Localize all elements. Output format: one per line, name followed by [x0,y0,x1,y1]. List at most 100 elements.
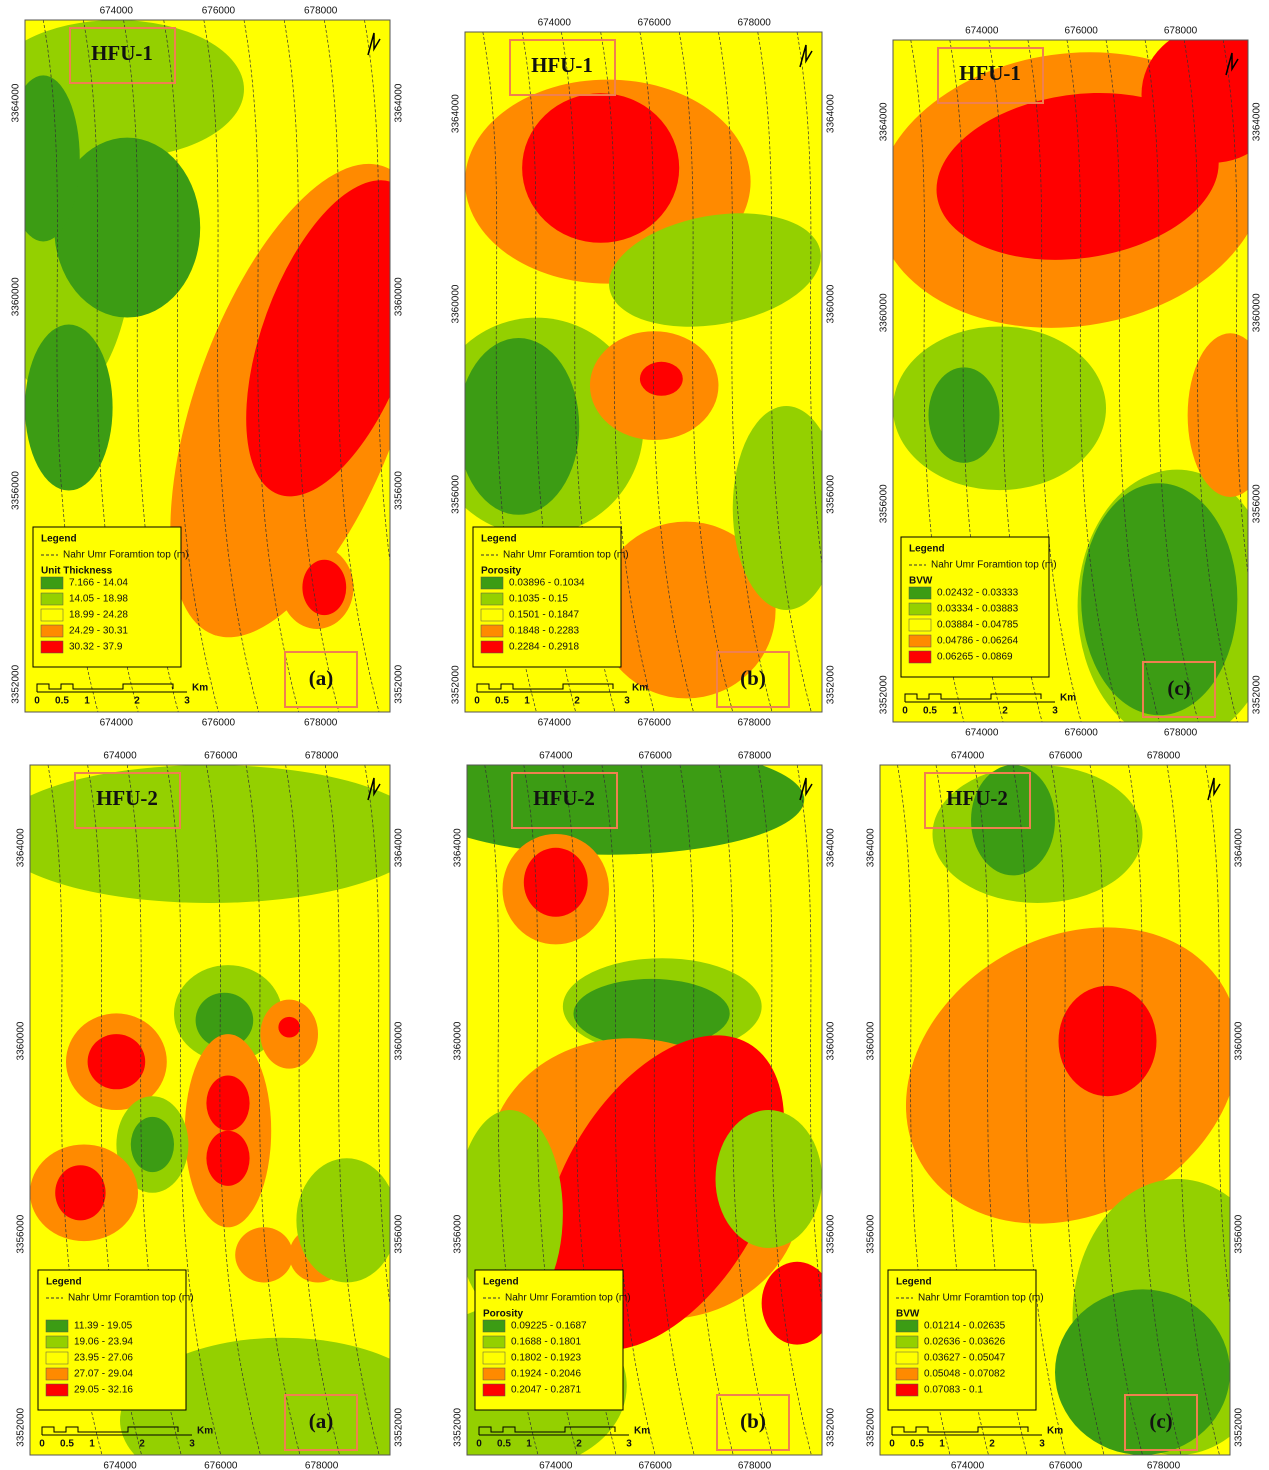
class-zone [88,1034,146,1089]
legend-swatch [896,1320,918,1332]
legend-class-label: 0.1848 - 0.2283 [509,626,579,637]
legend-swatch [909,587,931,599]
legend-swatch [46,1320,68,1332]
legend-contour-label: Nahr Umr Foramtion top (m) [503,550,629,561]
legend-swatch [483,1352,505,1364]
x-coordinate: 678000 [304,718,338,729]
scale-unit: Km [192,683,208,694]
y-coordinate: 3360000 [866,1021,877,1060]
class-zone [522,93,679,243]
scale-unit: Km [1047,1426,1063,1437]
legend-swatch [41,609,63,621]
y-coordinate: 3356000 [826,1214,837,1253]
scale-label: 1 [84,696,90,707]
legend-class-label: 0.06265 - 0.0869 [937,652,1013,663]
scale-label: 3 [1052,706,1058,717]
map-panel: HFU-2(c)67400067400067600067600067800067… [852,751,1269,1470]
y-coordinate: 3360000 [1234,1021,1245,1060]
scale-label: 1 [939,1439,945,1450]
legend-swatch [483,1336,505,1348]
legend-swatch [46,1384,68,1396]
x-coordinate: 678000 [305,1461,339,1470]
legend-swatch [483,1368,505,1380]
legend-contour-label: Nahr Umr Foramtion top (m) [505,1293,631,1304]
x-coordinate: 676000 [1049,751,1083,762]
y-coordinate: 3352000 [451,665,462,704]
y-coordinate: 3356000 [879,484,890,523]
scale-label: 2 [139,1439,145,1450]
y-coordinate: 3360000 [394,277,405,316]
y-coordinate: 3352000 [453,1407,464,1446]
legend-title: Legend [483,1277,519,1288]
scale-label: 3 [189,1439,195,1450]
legend-class-label: 30.32 - 37.9 [69,642,123,653]
x-coordinate: 674000 [103,751,137,762]
scale-label: 1 [89,1439,95,1450]
x-coordinate: 676000 [638,18,672,29]
class-zone [1055,1289,1230,1455]
class-zone [131,1117,174,1172]
legend-class-label: 0.1035 - 0.15 [509,594,568,605]
class-zone [640,362,683,396]
legend-class-label: 11.39 - 19.05 [74,1321,133,1332]
x-coordinate: 678000 [737,18,771,29]
x-coordinate: 678000 [738,751,772,762]
scale-label: 0 [902,706,908,717]
legend-swatch [41,577,63,589]
legend-swatch [896,1368,918,1380]
y-coordinate: 3364000 [1252,102,1263,141]
unit-label: HFU-2 [946,786,1008,810]
class-zone [893,326,1106,490]
legend-variable: Porosity [481,566,521,577]
legend-class-label: 0.09225 - 0.1687 [511,1321,587,1332]
legend-class-label: 0.03334 - 0.03883 [937,604,1019,615]
y-coordinate: 3360000 [394,1021,405,1060]
panel-letter: (c) [1167,676,1190,700]
x-coordinate: 676000 [204,1461,238,1470]
legend-contour-label: Nahr Umr Foramtion top (m) [931,560,1057,571]
y-coordinate: 3364000 [826,94,837,133]
legend-swatch [483,1384,505,1396]
y-coordinate: 3352000 [866,1407,877,1446]
legend-swatch [41,625,63,637]
y-coordinate: 3360000 [11,277,22,316]
x-coordinate: 676000 [1064,26,1098,37]
scale-label: 0.5 [495,696,509,707]
x-coordinate: 678000 [1147,751,1181,762]
legend-title: Legend [41,534,77,545]
y-coordinate: 3360000 [1252,293,1263,332]
scale-label: 3 [626,1439,632,1450]
legend-class-label: 0.2284 - 0.2918 [509,642,579,653]
class-zone [0,765,426,903]
y-coordinate: 3352000 [1234,1407,1245,1446]
scale-unit: Km [632,683,648,694]
scale-label: 3 [184,696,190,707]
x-coordinate: 676000 [638,751,672,762]
legend-variable: BVW [909,576,933,587]
legend-class-label: 0.02432 - 0.03333 [937,588,1019,599]
legend-swatch [46,1352,68,1364]
y-coordinate: 3352000 [394,1407,405,1446]
legend-class-label: 0.02636 - 0.03626 [924,1337,1006,1348]
legend-swatch [481,625,503,637]
legend-class-label: 7.166 - 14.04 [69,578,128,589]
x-coordinate: 676000 [638,718,672,729]
legend-class-label: 0.03627 - 0.05047 [924,1353,1006,1364]
legend-variable: Unit Thickness [41,566,113,577]
legend-class-label: 0.03896 - 0.1034 [509,578,585,589]
map-panel: HFU-1(c)67400067400067600067600067800067… [858,26,1269,743]
x-coordinate: 674000 [965,26,999,37]
y-coordinate: 3364000 [451,94,462,133]
y-coordinate: 3360000 [826,284,837,323]
y-coordinate: 3356000 [394,1214,405,1253]
x-coordinate: 674000 [951,751,985,762]
legend-swatch [896,1336,918,1348]
legend-class-label: 14.05 - 18.98 [69,594,128,605]
y-coordinate: 3352000 [826,665,837,704]
legend-swatch [909,635,931,647]
legend-swatch [46,1336,68,1348]
x-coordinate: 674000 [539,751,573,762]
legend-class-label: 18.99 - 24.28 [69,610,128,621]
legend-contour-label: Nahr Umr Foramtion top (m) [918,1293,1044,1304]
x-coordinate: 678000 [304,6,338,17]
